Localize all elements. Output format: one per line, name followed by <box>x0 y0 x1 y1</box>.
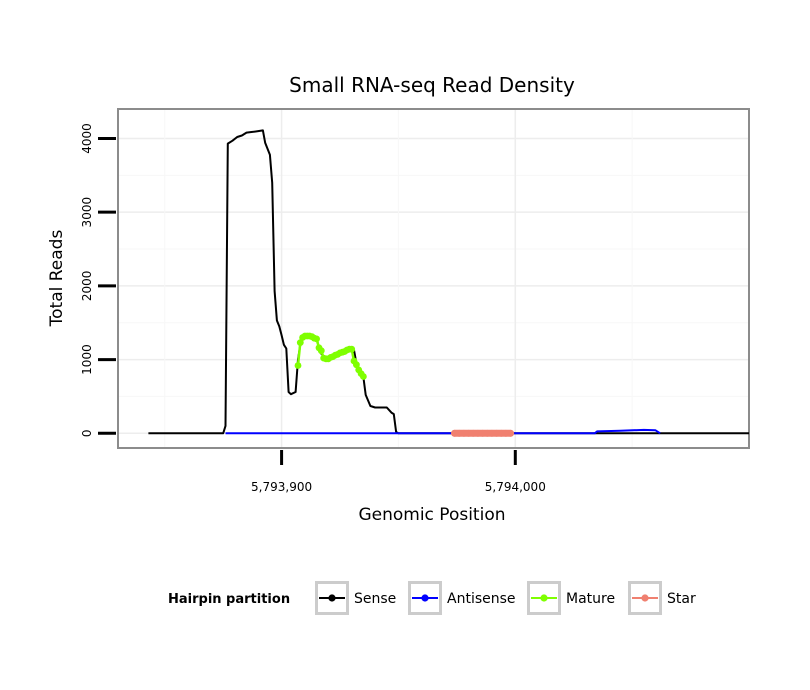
legend-label-sense: Sense <box>354 591 396 607</box>
series-layer <box>148 129 749 437</box>
legend-label-mature: Mature <box>566 591 615 607</box>
x-tick-label: 5,794,000 <box>485 480 546 494</box>
mature-point <box>317 347 325 355</box>
y-axis-title: Total Reads <box>47 230 67 328</box>
star-point <box>488 429 496 437</box>
y-tick-label: 1000 <box>80 344 94 375</box>
star-point <box>451 429 458 437</box>
mature-point <box>360 373 367 380</box>
legend: Hairpin partition Sense Antisense Mature Sta… <box>168 581 696 615</box>
y-tick-label: 0 <box>80 429 94 437</box>
y-tick-label: 2000 <box>80 271 94 302</box>
mature-point <box>296 339 304 346</box>
legend-label-antisense: Antisense <box>447 591 516 607</box>
legend-dot-mature <box>540 594 548 602</box>
legend-dot-antisense <box>421 594 429 602</box>
star-point <box>474 429 482 437</box>
antisense-line <box>225 428 661 435</box>
mature-point <box>348 345 356 353</box>
chart-title: Small RNA-seq Read Density <box>289 73 575 97</box>
star-point <box>502 429 510 437</box>
axes: 0 1000 2000 3000 4000 5,793,900 5,794,000 <box>80 123 546 494</box>
mature-point <box>353 361 360 369</box>
mature-point <box>294 362 302 369</box>
star-point <box>455 429 463 437</box>
star-point <box>507 429 514 437</box>
legend-title: Hairpin partition <box>168 592 290 607</box>
legend-dot-sense <box>328 594 336 602</box>
x-axis-title: Genomic Position <box>358 505 505 525</box>
legend-label-star: Star <box>667 591 696 607</box>
star-point <box>460 429 468 437</box>
star-point <box>493 429 500 437</box>
star-point <box>469 429 477 437</box>
grid <box>118 109 749 448</box>
mature-point <box>313 335 320 343</box>
plot-panel <box>117 108 750 449</box>
x-tick-label: 5,793,900 <box>251 480 312 494</box>
sense-line <box>148 129 749 435</box>
legend-dot-star <box>641 594 649 602</box>
y-tick-label: 3000 <box>80 197 94 228</box>
y-tick-label: 4000 <box>80 123 94 154</box>
star-point <box>479 429 486 437</box>
